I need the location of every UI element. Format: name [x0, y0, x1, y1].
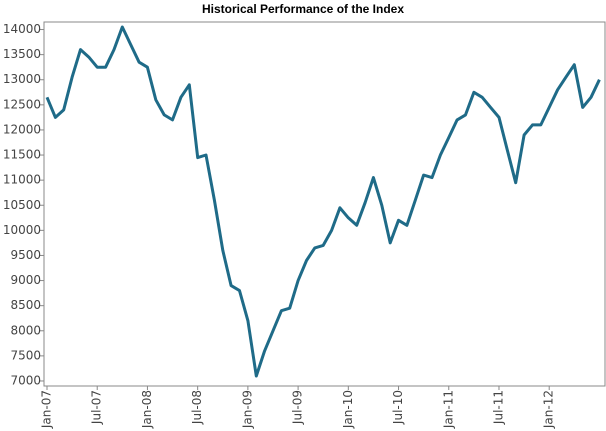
x-tick-label: Jan-07 [40, 390, 54, 429]
y-tick-label: 10500 [3, 198, 41, 212]
y-tick-label: 7000 [10, 373, 41, 387]
y-tick-label: 9500 [10, 248, 41, 262]
y-tick-label: 9000 [10, 273, 41, 287]
y-tick-label: 11500 [3, 148, 41, 162]
chart-title: Historical Performance of the Index [202, 2, 404, 16]
x-tick-label: Jan-09 [240, 390, 254, 429]
line-series [45, 25, 601, 378]
x-tick-label: Jan-08 [140, 390, 154, 429]
x-tick-label: Jan-11 [441, 390, 455, 429]
x-tick-label: Jul-07 [90, 390, 104, 425]
y-tick-label: 8000 [10, 323, 41, 337]
x-tick-label: Jul-08 [190, 390, 204, 425]
y-tick-label: 7500 [10, 348, 41, 362]
x-tick-label: Jul-11 [491, 390, 505, 425]
y-tick-label: 14000 [3, 22, 41, 36]
y-tick-label: 10000 [3, 223, 41, 237]
y-tick-label: 13500 [3, 47, 41, 61]
y-tick-label: 8500 [10, 298, 41, 312]
plot-frame [43, 21, 606, 387]
x-tick-label: Jul-10 [391, 390, 405, 425]
y-tick-label: 13000 [3, 72, 41, 86]
x-tick-label: Jan-10 [341, 390, 355, 429]
x-tick-label: Jul-09 [291, 390, 305, 425]
y-tick-label: 12000 [3, 122, 41, 136]
y-tick-label: 11000 [3, 173, 41, 187]
y-tick-label: 12500 [3, 97, 41, 111]
x-tick-label: Jan-12 [542, 390, 556, 429]
